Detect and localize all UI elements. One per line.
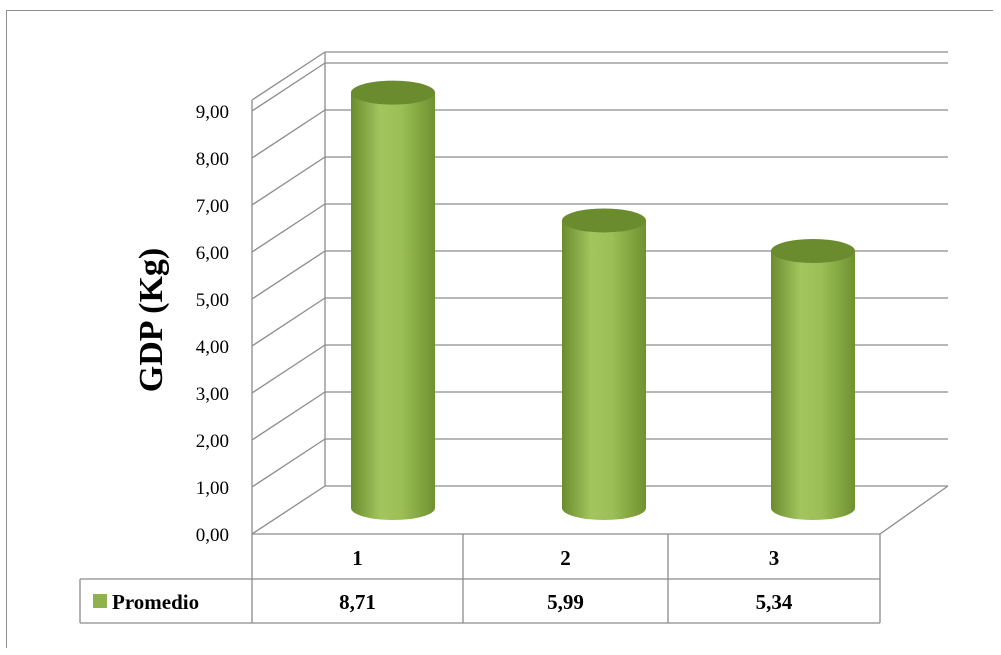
y-tick-label: 5,00 [196, 290, 229, 311]
gridline-side [251, 438, 326, 488]
chart-frame [6, 10, 993, 648]
data-label: 5,99 [547, 590, 584, 614]
bar-body [351, 92, 435, 520]
y-tick-label: 2,00 [196, 431, 229, 452]
gridline-side [251, 250, 326, 300]
x-tick-label: 2 [560, 546, 571, 570]
y-tick-label: 3,00 [196, 384, 229, 405]
gridline-side [251, 203, 326, 253]
legend-label: Promedio [112, 590, 199, 614]
gridline-side [251, 109, 326, 159]
y-tick-label: 1,00 [196, 478, 229, 499]
gridline-side [251, 344, 326, 394]
gridline-side [251, 51, 326, 101]
gridline-side [251, 156, 326, 206]
gridline-side [251, 62, 326, 112]
gridline-side [251, 485, 326, 535]
bar-top [351, 80, 435, 105]
bar-body [562, 220, 646, 520]
x-tick-label: 1 [352, 546, 363, 570]
y-tick-label: 8,00 [196, 149, 229, 170]
y-tick-label: 0,00 [196, 525, 229, 546]
bar-top [771, 239, 855, 264]
data-label: 8,71 [339, 590, 376, 614]
y-tick-label: 4,00 [196, 337, 229, 358]
y-tick-label: 7,00 [196, 196, 229, 217]
bar-body [771, 251, 855, 520]
x-tick-label: 3 [769, 546, 780, 570]
bar-top [562, 208, 646, 233]
data-label: 5,34 [756, 590, 793, 614]
bar-1 [351, 80, 435, 520]
y-axis-label: GDP (Kg) [133, 248, 170, 392]
gridline-side [251, 391, 326, 441]
bar-3 [771, 239, 855, 520]
y-tick-label: 6,00 [196, 243, 229, 264]
floor-right-edge [879, 485, 949, 535]
y-tick-label: 9,00 [196, 102, 229, 123]
gridline-side [251, 297, 326, 347]
bars [351, 80, 855, 520]
legend-swatch [93, 594, 107, 608]
data-table: 1 2 3 Promedio 8,71 5,99 5,34 [79, 534, 881, 624]
bar-2 [562, 208, 646, 520]
y-axis: 0,00 1,00 2,00 3,00 4,00 5,00 6,00 7,00 8,00 9,00 [196, 102, 229, 546]
